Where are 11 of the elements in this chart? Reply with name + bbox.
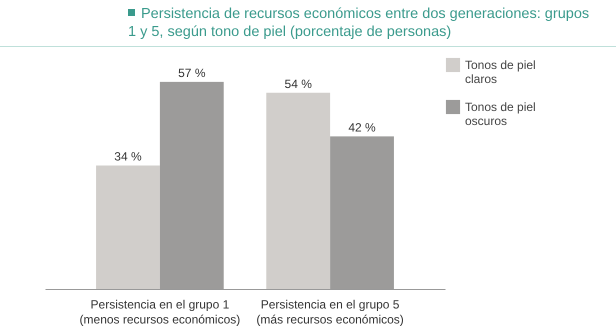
data-label: 54 % <box>284 76 312 91</box>
bar <box>96 165 160 289</box>
data-label: 42 % <box>348 120 376 134</box>
legend-label: Tonos de piel claros <box>465 58 536 86</box>
x-tick-label: Persistencia en el grupo 5 (más recursos económicos) <box>256 298 404 326</box>
x-tick-label: Persistencia en el grupo 1 (menos recursos económicos) <box>80 298 240 326</box>
bar <box>266 92 330 289</box>
data-label: 57 % <box>178 66 206 80</box>
chart-title: Persistencia de recursos económicos entre dos generaciones: grupos 1 y 5, según tono de piel (porcentaje de personas) <box>128 6 590 40</box>
legend-label: Tonos de piel oscuros <box>465 100 536 128</box>
data-label: 34 % <box>114 149 142 164</box>
